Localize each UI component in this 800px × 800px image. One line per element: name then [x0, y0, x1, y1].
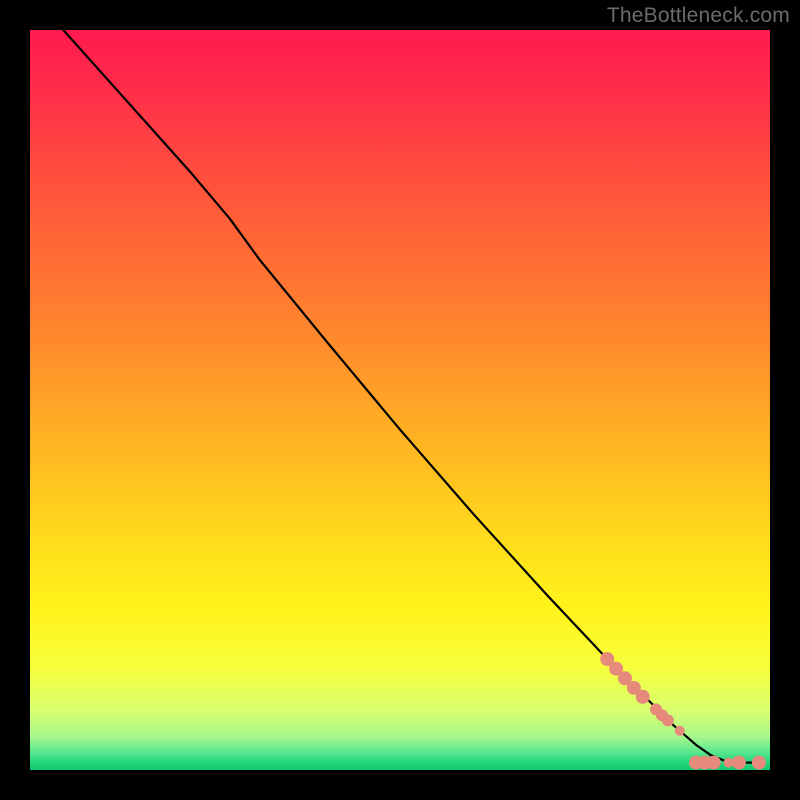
chart-frame: TheBottleneck.com [0, 0, 800, 800]
data-marker [662, 714, 674, 726]
gradient-background [30, 30, 770, 770]
data-marker [707, 756, 721, 770]
data-marker [675, 726, 685, 736]
watermark-text: TheBottleneck.com [607, 4, 790, 28]
data-marker [752, 756, 766, 770]
data-marker [636, 690, 650, 704]
data-marker [732, 756, 746, 770]
plot-svg [30, 30, 770, 770]
